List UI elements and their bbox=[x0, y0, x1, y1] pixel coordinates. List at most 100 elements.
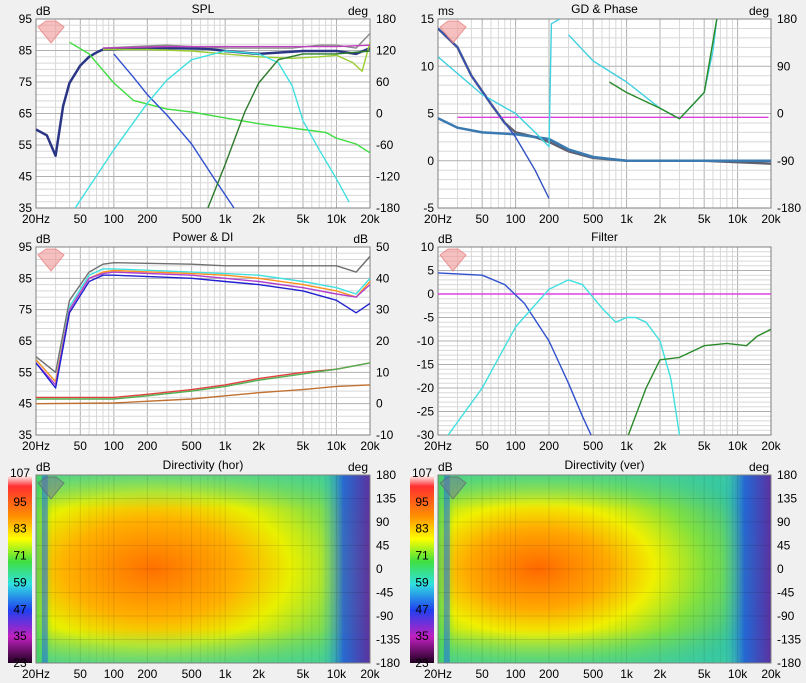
y-axis-unit-right: deg bbox=[348, 460, 368, 474]
y-axis-unit-right: deg bbox=[749, 460, 769, 474]
x-tick-label: 1k bbox=[620, 439, 634, 453]
y-tick-label-right: -120 bbox=[376, 170, 400, 184]
colorbar bbox=[410, 475, 434, 663]
colorbar-tick-label: 23 bbox=[13, 656, 27, 670]
y-tick-label-right: -180 bbox=[376, 656, 400, 670]
heatmap-lowfreq-band bbox=[41, 475, 48, 663]
y-axis-unit-left: dB bbox=[438, 232, 453, 246]
logo-icon bbox=[439, 476, 467, 500]
x-tick-label: 500 bbox=[182, 439, 202, 453]
x-tick-label: 100 bbox=[506, 667, 526, 681]
y-tick-label-right: 45 bbox=[376, 539, 390, 553]
colorbar-tick-label: 59 bbox=[13, 575, 27, 589]
y-tick-label-right: 180 bbox=[777, 468, 797, 482]
series-group bbox=[438, 272, 771, 435]
y-tick-label-left: 85 bbox=[19, 271, 33, 285]
chart-title: SPL bbox=[192, 2, 215, 16]
x-tick-label: 200 bbox=[539, 212, 559, 226]
chart-title: Directivity (ver) bbox=[565, 458, 645, 472]
x-tick-label: 500 bbox=[583, 667, 603, 681]
x-tick-label: 20k bbox=[360, 667, 380, 681]
y-tick-label-right: -45 bbox=[376, 586, 394, 600]
logo-icon bbox=[37, 248, 65, 272]
y-tick-label-right: -180 bbox=[376, 201, 400, 215]
plot-frame bbox=[35, 246, 371, 436]
y-tick-label-right: 0 bbox=[376, 397, 383, 411]
series-line-2 bbox=[103, 42, 370, 73]
y-tick-label-right: 30 bbox=[376, 303, 390, 317]
x-tick-label: 10k bbox=[327, 667, 347, 681]
plot-frame bbox=[35, 18, 371, 209]
y-tick-label-left: 95 bbox=[19, 12, 33, 26]
plot-frame bbox=[437, 474, 772, 664]
y-tick-label-right: 135 bbox=[777, 492, 797, 506]
logo-icon bbox=[37, 476, 65, 500]
y-tick-label-right: -45 bbox=[777, 586, 795, 600]
series-line-3 bbox=[627, 328, 771, 435]
x-tick-label: 20Hz bbox=[424, 212, 452, 226]
y-tick-label-right: -135 bbox=[376, 633, 400, 647]
colorbar-tick-label: 71 bbox=[13, 549, 27, 563]
series-line-4 bbox=[438, 27, 550, 199]
heatmap-edge-shading bbox=[36, 475, 370, 663]
logo-icon bbox=[37, 20, 65, 44]
y-tick-label-left: -10 bbox=[417, 334, 435, 348]
x-tick-label: 1k bbox=[219, 439, 233, 453]
x-tick-label: 50 bbox=[475, 439, 489, 453]
x-tick-label: 200 bbox=[137, 212, 157, 226]
y-tick-label-right: 0 bbox=[777, 107, 784, 121]
y-tick-label-right: 90 bbox=[777, 515, 791, 529]
x-tick-label: 1k bbox=[620, 212, 634, 226]
y-tick-label-left: -15 bbox=[417, 358, 435, 372]
y-tick-label-right: -135 bbox=[777, 633, 801, 647]
series-line-6 bbox=[36, 362, 370, 400]
y-tick-label-left: 55 bbox=[19, 138, 33, 152]
heatmap-lowfreq-band bbox=[443, 475, 450, 663]
series-line-7 bbox=[207, 50, 370, 208]
y-tick-label-left: 75 bbox=[19, 75, 33, 89]
colorbar-tick-label: 35 bbox=[13, 629, 27, 643]
x-tick-label: 50 bbox=[74, 212, 88, 226]
y-axis-unit-left: ms bbox=[438, 4, 454, 18]
x-tick-label: 20Hz bbox=[22, 212, 50, 226]
x-tick-label: 20Hz bbox=[22, 667, 50, 681]
colorbar-tick-label: 83 bbox=[415, 522, 429, 536]
x-tick-label: 10k bbox=[728, 439, 748, 453]
x-tick-label: 100 bbox=[104, 439, 124, 453]
y-tick-label-right: -90 bbox=[777, 609, 795, 623]
x-tick-label: 10k bbox=[728, 667, 748, 681]
x-tick-label: 1k bbox=[219, 667, 233, 681]
chart-title: Power & DI bbox=[173, 230, 234, 244]
series-line-6 bbox=[74, 50, 350, 208]
y-tick-label-left: 35 bbox=[19, 428, 33, 442]
y-axis-unit-right: dB bbox=[353, 232, 368, 246]
x-tick-label: 5k bbox=[698, 667, 712, 681]
chart-title: Directivity (hor) bbox=[163, 458, 244, 472]
y-axis-unit-right: deg bbox=[749, 4, 769, 18]
y-tick-label-left: 10 bbox=[421, 240, 435, 254]
x-tick-label: 2k bbox=[252, 212, 266, 226]
y-tick-label-left: -30 bbox=[417, 428, 435, 442]
x-tick-label: 20Hz bbox=[424, 439, 452, 453]
x-tick-label: 2k bbox=[654, 439, 668, 453]
series-line-2 bbox=[447, 279, 681, 435]
x-tick-label: 2k bbox=[654, 667, 668, 681]
y-tick-label-left: 35 bbox=[19, 201, 33, 215]
series-line-3 bbox=[438, 19, 561, 148]
y-axis-unit-left: dB bbox=[36, 232, 51, 246]
y-tick-label-right: 10 bbox=[376, 365, 390, 379]
logo-icon bbox=[439, 20, 467, 44]
colorbar-tick-label: 59 bbox=[415, 575, 429, 589]
x-tick-label: 5k bbox=[297, 667, 311, 681]
y-tick-label-right: 90 bbox=[777, 59, 791, 73]
y-tick-label-right: 0 bbox=[376, 107, 383, 121]
x-tick-label: 20Hz bbox=[22, 439, 50, 453]
series-line-6 bbox=[609, 19, 718, 120]
x-tick-label: 200 bbox=[137, 439, 157, 453]
series-line-4 bbox=[36, 274, 370, 389]
series-line-1 bbox=[36, 268, 370, 383]
y-tick-label-left: -20 bbox=[417, 381, 435, 395]
y-tick-label-left: 5 bbox=[427, 264, 434, 278]
x-tick-label: 100 bbox=[506, 212, 526, 226]
